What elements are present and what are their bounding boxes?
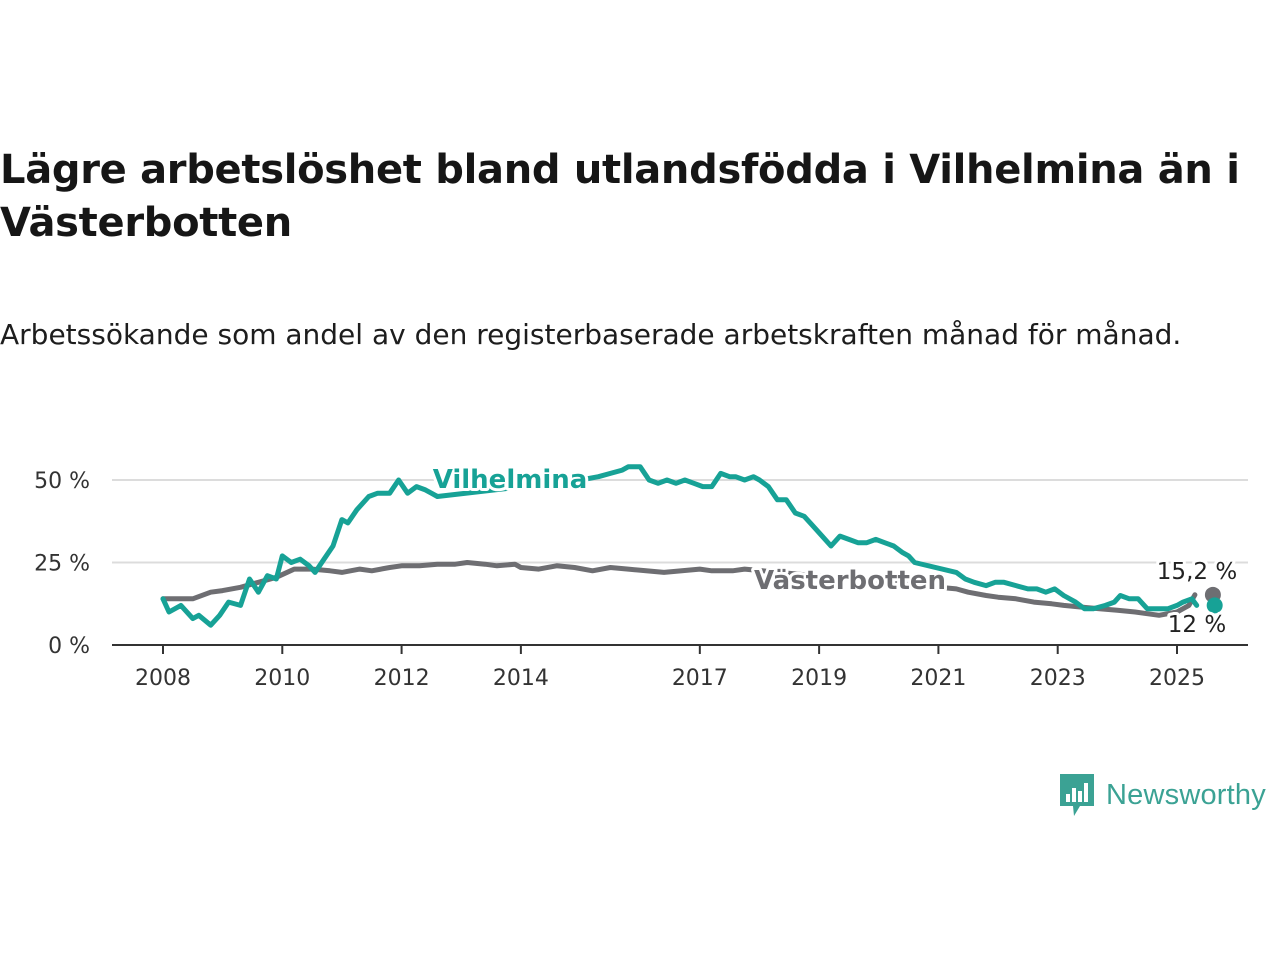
y-tick-label: 50 %	[34, 469, 90, 494]
y-axis-ticks: 0 % 25 % 50 %	[34, 469, 90, 659]
newsworthy-logo: Newsworthy	[1058, 772, 1266, 818]
grid-lines	[112, 479, 1248, 564]
series-lines	[160, 464, 1223, 628]
series-label-vilhelmina: Vilhelmina	[433, 465, 588, 495]
chart-title: Lägre arbetslöshet bland utlandsfödda i …	[0, 147, 1240, 246]
x-tick-label: 2010	[254, 666, 310, 691]
series-labels: Vilhelmina Västerbotten 15,2 % 12 %	[430, 462, 1241, 641]
series-line-vilhelmina	[160, 464, 1200, 628]
x-tick-label: 2025	[1149, 666, 1205, 691]
y-tick-label: 0 %	[48, 634, 90, 659]
end-label-vilhelmina: 12 %	[1168, 612, 1226, 638]
series-label-vasterbotten: Västerbotten	[754, 566, 946, 596]
line-chart: 0 % 25 % 50 % 2008 2010 2012 2014 2017 2019 2021…	[34, 462, 1248, 691]
newsworthy-logo-icon	[1060, 774, 1094, 816]
x-tick-label: 2012	[374, 666, 430, 691]
y-tick-label: 25 %	[34, 552, 90, 577]
x-axis: 2008 2010 2012 2014 2017 2019 2021 2023 2025	[112, 644, 1248, 691]
chart-subtitle: Arbetssökande som andel av den registerb…	[0, 318, 1182, 351]
x-tick-label: 2008	[135, 666, 191, 691]
x-tick-label: 2023	[1030, 666, 1086, 691]
x-tick-label: 2014	[493, 666, 549, 691]
x-tick-label: 2019	[791, 666, 847, 691]
x-tick-label: 2017	[672, 666, 728, 691]
end-label-vasterbotten: 15,2 %	[1157, 559, 1237, 585]
end-point-vilhelmina	[1206, 597, 1223, 614]
x-tick-label: 2021	[910, 666, 966, 691]
brand-name: Newsworthy	[1106, 778, 1266, 811]
